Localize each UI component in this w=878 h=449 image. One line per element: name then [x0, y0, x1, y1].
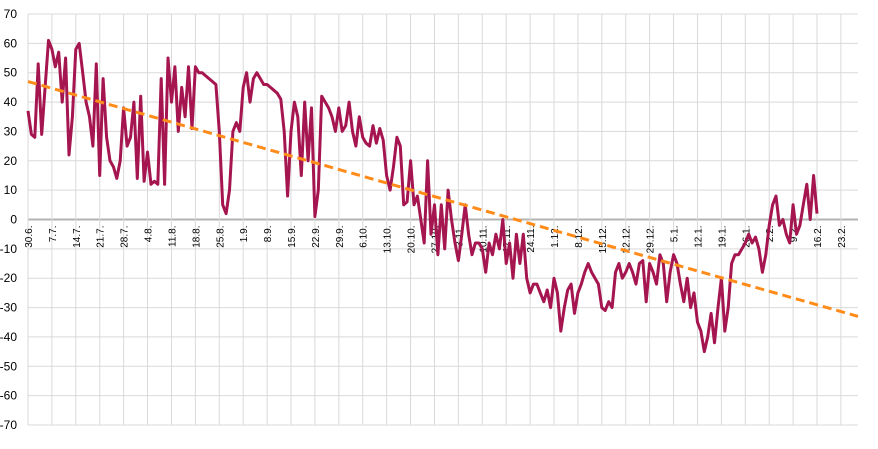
trend-line [27, 80, 859, 318]
x-tick-label: 9.2. [789, 226, 800, 243]
y-tick-label: -40 [0, 330, 17, 344]
x-tick-label: 15.12. [598, 226, 609, 254]
x-tick-label: 2.2. [765, 226, 776, 243]
x-tick-label: 30.6. [24, 226, 35, 248]
x-tick-label: 19.1. [717, 226, 728, 248]
y-tick-label: 10 [4, 183, 18, 197]
x-tick-label: 12.1. [693, 226, 704, 248]
y-tick-label: -20 [0, 271, 17, 285]
y-tick-label: 50 [4, 66, 18, 80]
x-tick-label: 23.2. [837, 226, 848, 248]
y-tick-label: -10 [0, 242, 17, 256]
y-tick-label: 70 [4, 7, 18, 21]
x-tick-label: 10.11. [478, 226, 489, 253]
x-tick-label: 22.9. [311, 226, 322, 248]
x-tick-label: 14.7. [72, 226, 83, 248]
x-tick-label: 8.9. [263, 226, 274, 243]
x-tick-label: 1.12. [550, 226, 561, 248]
x-tick-label: 4.8. [144, 226, 155, 243]
data-line [26, 38, 819, 354]
y-tick-label: 0 [10, 213, 17, 227]
x-tick-label: 16.2. [813, 226, 824, 248]
x-tick-label: 20.10. [407, 226, 418, 254]
x-tick-label: 17.11. [502, 226, 513, 253]
x-tick-label: 18.8. [191, 226, 202, 248]
x-tick-label: 25.8. [215, 226, 226, 248]
x-tick-label: 21.7. [96, 226, 107, 248]
x-tick-label: 5.1. [670, 226, 681, 243]
y-tick-label: 60 [4, 36, 18, 50]
y-tick-label: 30 [4, 124, 18, 138]
y-tick-label: -60 [0, 389, 17, 403]
x-tick-label: 22.12. [622, 226, 633, 254]
y-tick-label: -50 [0, 359, 17, 373]
x-tick-label: 1.9. [239, 226, 250, 243]
x-tick-label: 6.10. [359, 226, 370, 248]
x-tick-label: 3.11. [454, 226, 465, 248]
y-tick-label: -70 [0, 418, 17, 432]
x-tick-label: 8.12. [574, 226, 585, 248]
x-tick-label: 7.7. [48, 226, 59, 243]
y-tick-label: -30 [0, 301, 17, 315]
y-tick-label: 40 [4, 95, 18, 109]
x-tick-label: 15.9. [287, 226, 298, 248]
y-tick-label: 20 [4, 154, 18, 168]
x-tick-label: 13.10. [383, 226, 394, 254]
x-tick-label: 11.8. [167, 226, 178, 248]
x-tick-label: 29.12. [646, 226, 657, 254]
x-tick-label: 28.7. [120, 226, 131, 248]
x-tick-label: 29.9. [335, 226, 346, 248]
x-tick-label: 24.11. [526, 226, 537, 253]
